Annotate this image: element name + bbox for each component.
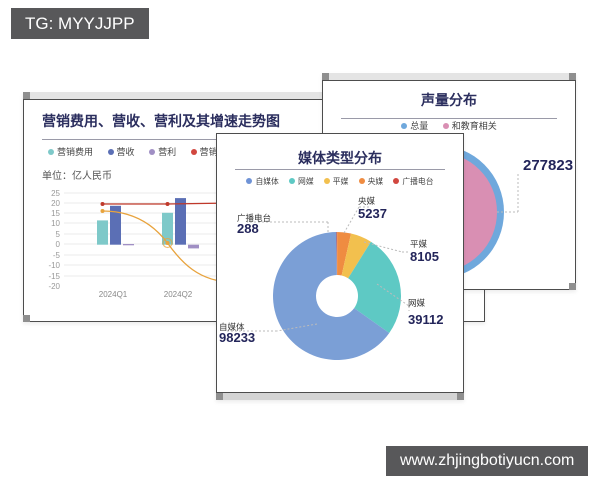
svg-text:98233: 98233 <box>219 330 255 345</box>
svg-text:15: 15 <box>51 209 60 218</box>
svg-text:0: 0 <box>56 240 61 249</box>
svg-text:39112: 39112 <box>408 312 443 327</box>
svg-text:5237: 5237 <box>358 206 387 221</box>
svg-text:-15: -15 <box>48 272 60 281</box>
svg-text:平媒: 平媒 <box>410 239 428 249</box>
svg-text:-5: -5 <box>53 251 61 260</box>
svg-text:5: 5 <box>56 230 61 239</box>
svg-text:网媒: 网媒 <box>408 298 426 308</box>
svg-text:-20: -20 <box>48 282 60 291</box>
svg-text:8105: 8105 <box>410 249 439 264</box>
svg-text:20: 20 <box>51 199 60 208</box>
svg-text:2024Q1: 2024Q1 <box>99 290 128 299</box>
svg-text:2024Q2: 2024Q2 <box>164 290 193 299</box>
svg-text:25: 25 <box>51 189 60 198</box>
svg-text:-10: -10 <box>48 261 60 270</box>
svg-text:288: 288 <box>237 221 259 236</box>
svg-text:10: 10 <box>51 219 60 228</box>
svg-text:央媒: 央媒 <box>358 196 376 206</box>
svg-text:277823: 277823 <box>523 157 573 174</box>
